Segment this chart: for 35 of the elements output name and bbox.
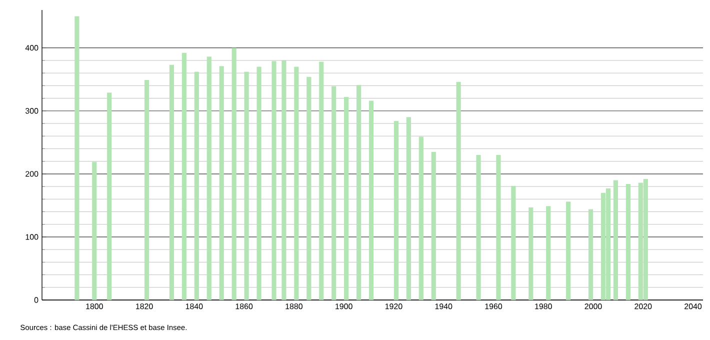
bar bbox=[144, 80, 150, 300]
bar bbox=[546, 206, 551, 300]
bar bbox=[256, 66, 262, 300]
bar bbox=[588, 209, 594, 300]
bar bbox=[406, 117, 411, 300]
bar bbox=[74, 16, 80, 300]
bar bbox=[356, 85, 362, 300]
bar bbox=[511, 186, 516, 300]
bar bbox=[431, 152, 436, 300]
bar bbox=[456, 82, 461, 300]
bar bbox=[232, 48, 236, 300]
bar bbox=[528, 207, 534, 300]
bar bbox=[92, 162, 97, 300]
bar bbox=[319, 62, 324, 300]
bar bbox=[182, 52, 186, 300]
bar bbox=[394, 120, 399, 300]
bar bbox=[418, 136, 424, 300]
bar bbox=[169, 64, 174, 300]
bar bbox=[206, 56, 212, 300]
bar bbox=[272, 61, 276, 300]
bar bbox=[107, 92, 112, 300]
bar bbox=[306, 76, 312, 300]
bar bbox=[332, 86, 336, 300]
bar bbox=[282, 60, 286, 300]
bar bbox=[613, 180, 618, 300]
bar bbox=[244, 72, 249, 300]
bar bbox=[194, 72, 199, 300]
bar bbox=[626, 184, 630, 300]
bar bbox=[344, 96, 349, 300]
bar bbox=[219, 66, 224, 300]
bar bbox=[476, 155, 481, 300]
bar bbox=[496, 155, 501, 300]
bar bbox=[294, 66, 299, 300]
bar bbox=[368, 100, 374, 300]
bar bbox=[566, 202, 571, 300]
